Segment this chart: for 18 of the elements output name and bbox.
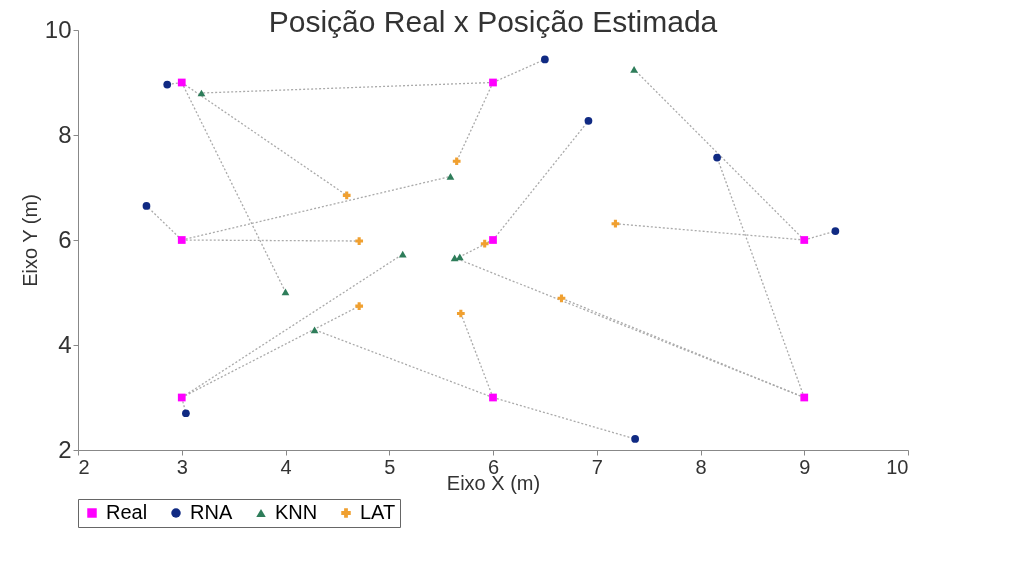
y-tick-label: 10 [44,15,72,43]
x-tick-label: 7 [591,455,603,478]
legend-label: Real [106,501,148,523]
x-tick-label: 9 [799,455,811,478]
x-tick-label: 2 [78,455,90,478]
legend-label: LAT [360,501,396,523]
y-tick-label: 6 [58,225,72,253]
legend-label: RNA [190,501,233,523]
y-tick-label: 8 [58,120,72,148]
y-axis-title: Eixo Y (m) [18,194,41,287]
x-tick-label: 10 [886,455,909,478]
x-tick-label: 8 [695,455,707,478]
x-tick-label: 4 [280,455,292,478]
legend-label: KNN [275,501,318,523]
x-tick-label: 5 [384,455,396,478]
y-tick-label: 4 [58,330,72,358]
chart-title: Posição Real x Posição Estimada [268,5,718,38]
x-tick-label: 3 [176,455,188,478]
